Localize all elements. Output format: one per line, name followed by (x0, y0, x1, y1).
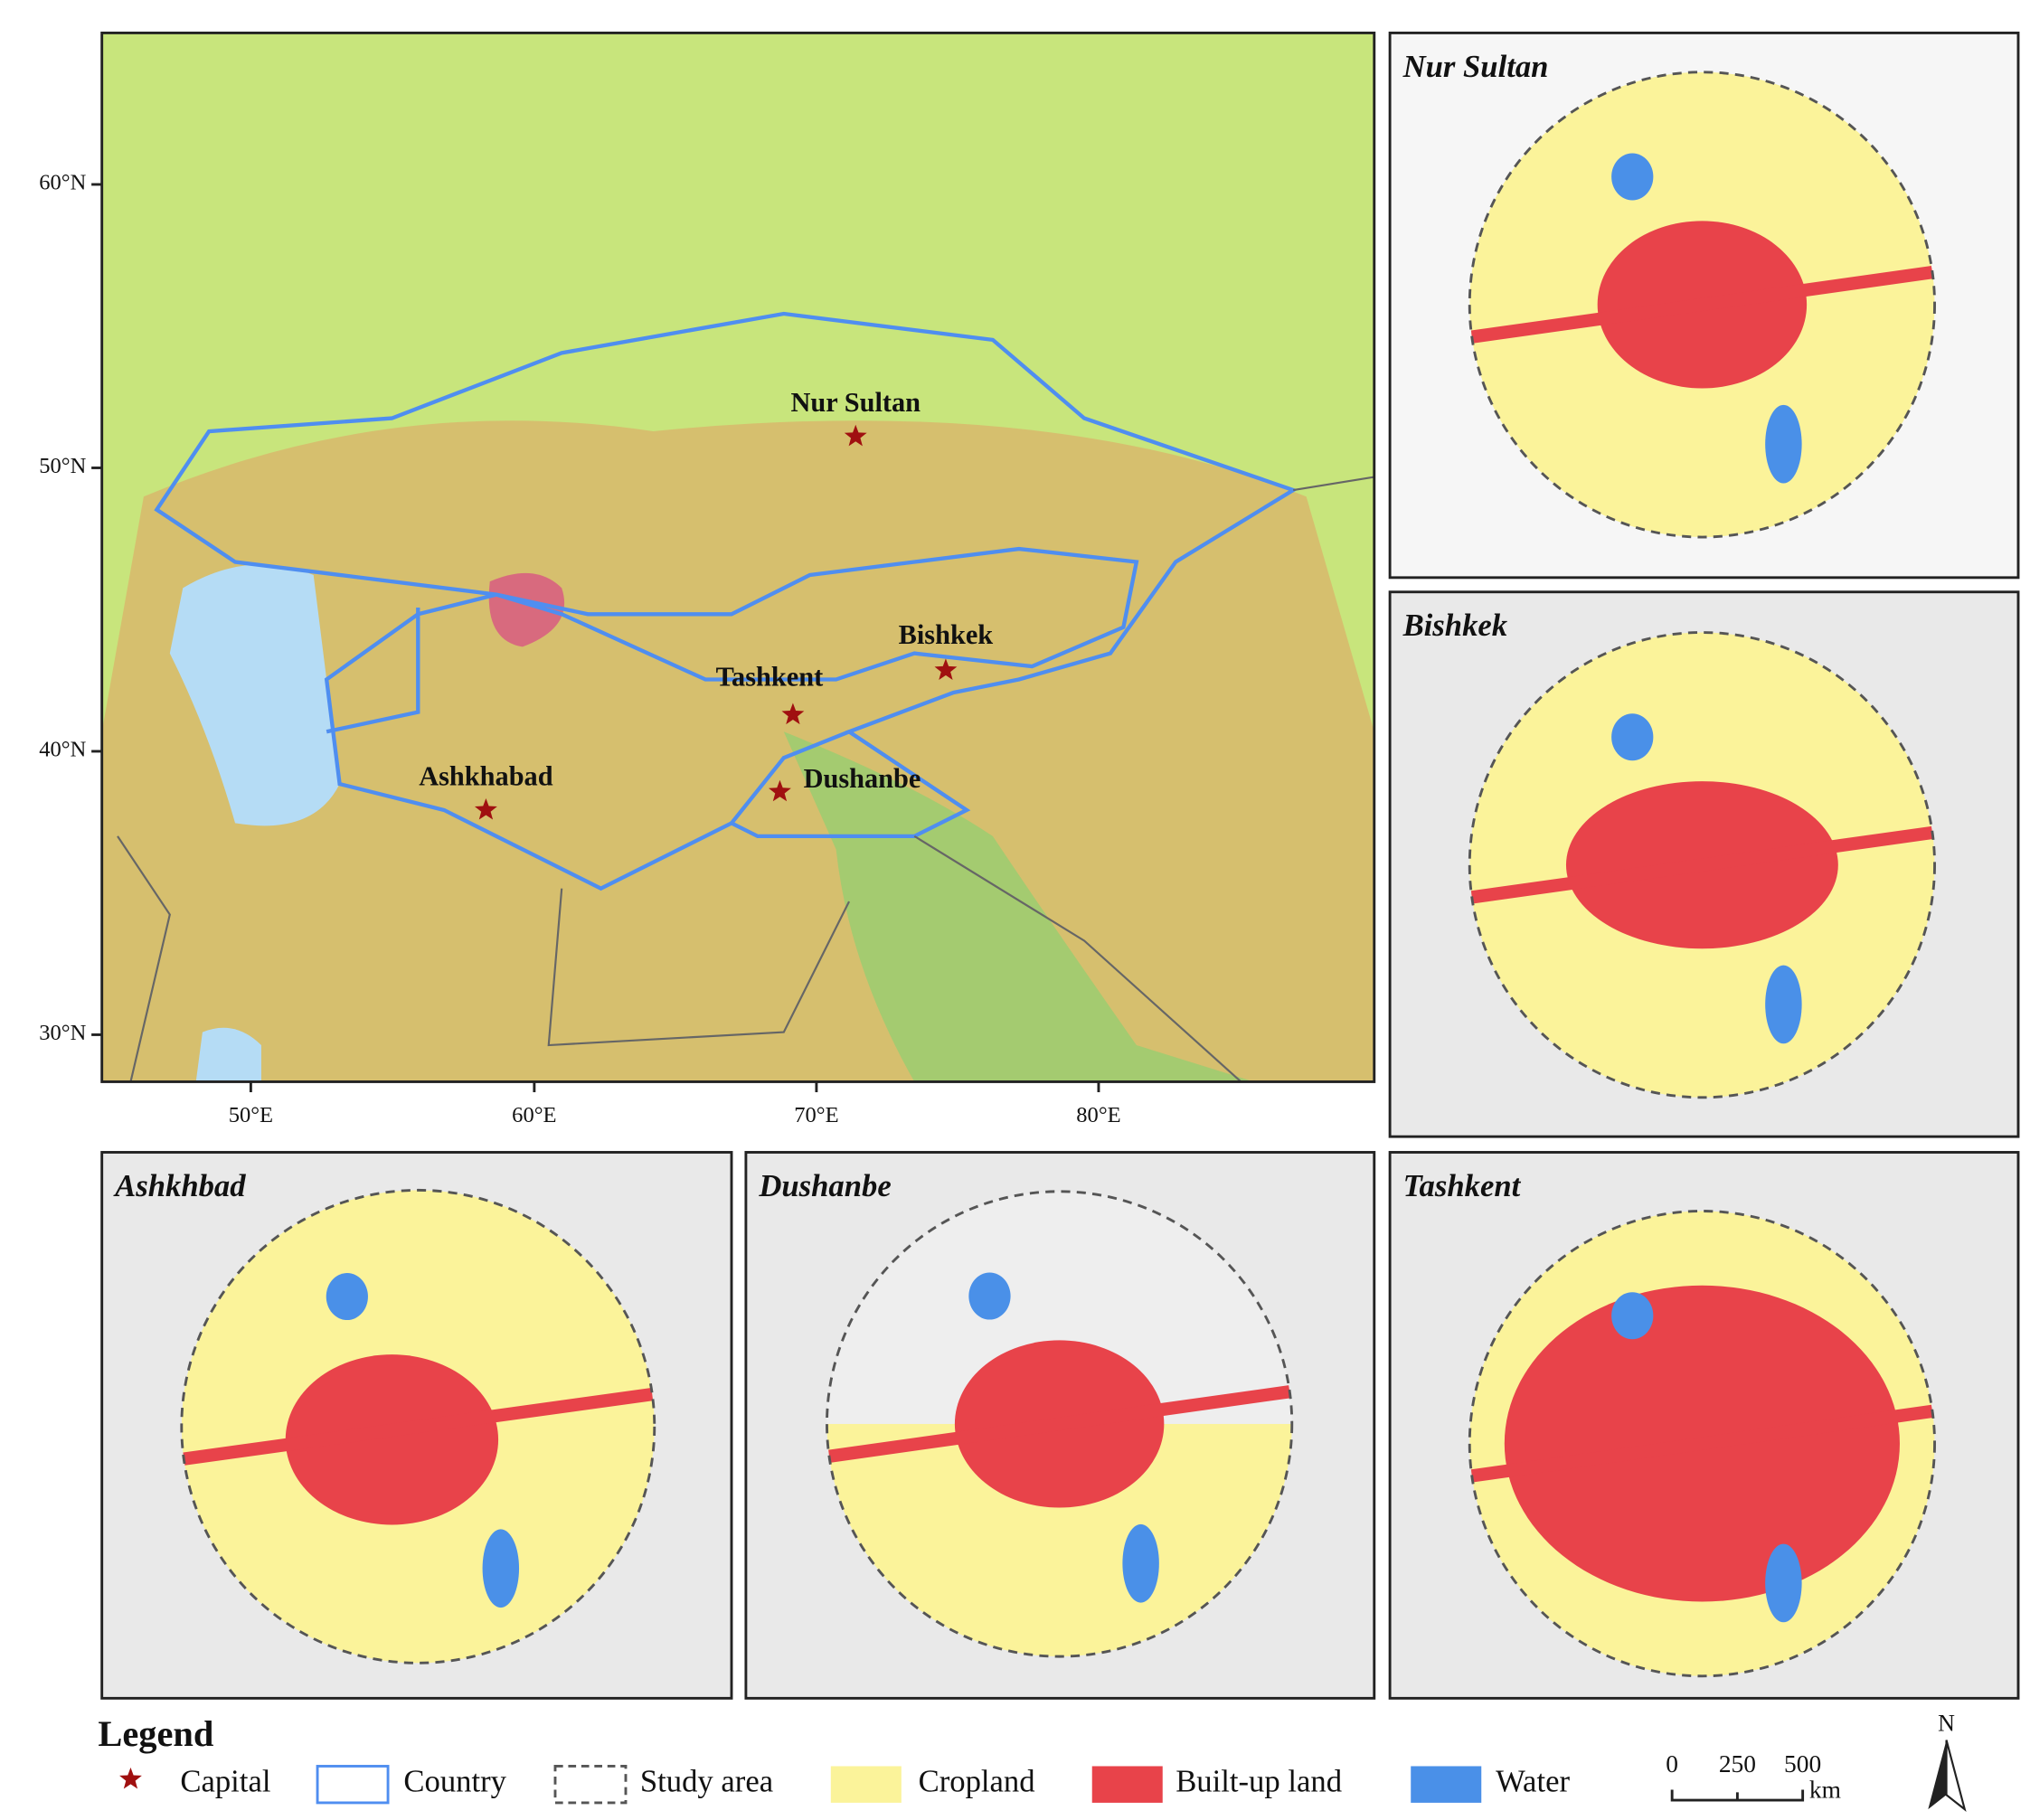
legend-label: Study area (640, 1765, 773, 1799)
lon-label: 80°E (1076, 1103, 1120, 1127)
panel-title: Dushanbe (758, 1169, 891, 1203)
study-area (1468, 631, 1936, 1099)
legend-label: Water (1496, 1765, 1570, 1799)
lat-label: 40°N (39, 738, 86, 762)
water (968, 1272, 1011, 1320)
legend-swatch (316, 1765, 390, 1805)
legend-swatch (1091, 1766, 1163, 1803)
lat-label: 60°N (39, 171, 86, 195)
water (482, 1529, 520, 1608)
capital-star (934, 658, 958, 680)
city-label: Nur Sultan (790, 387, 921, 418)
city-label: Dushanbe (804, 763, 921, 794)
study-area (180, 1188, 656, 1664)
city-label: Ashkhabad (419, 760, 553, 791)
legend-title: Legend (98, 1713, 214, 1754)
water (1122, 1523, 1159, 1603)
legend-label: Built-up land (1176, 1765, 1342, 1799)
city-map (181, 1190, 655, 1664)
panel-title: Tashkent (1403, 1169, 1522, 1203)
city-label: Bishkek (899, 619, 994, 650)
north-arrow (1928, 1740, 1947, 1810)
panel-frame (1388, 590, 2020, 1138)
legend-swatch (553, 1765, 628, 1805)
capital-star (769, 779, 791, 802)
lat-label: 50°N (39, 454, 86, 478)
panel-frame (1388, 1151, 2020, 1700)
built-up (181, 1387, 655, 1466)
capital-star (474, 797, 497, 820)
legend-swatch (830, 1766, 902, 1803)
lon-label: 60°E (512, 1103, 556, 1127)
scale-label: 500 (1784, 1750, 1821, 1778)
scale-label: 0 (1666, 1750, 1678, 1778)
water (1765, 1543, 1802, 1623)
lon-label: 70°E (794, 1103, 838, 1127)
legend-swatch (1411, 1766, 1482, 1803)
main-map (101, 33, 1374, 1082)
water (1611, 153, 1654, 201)
built-up (1469, 825, 1935, 904)
capital-star (781, 703, 805, 725)
built-up (1469, 1404, 1935, 1483)
north-label: N (1938, 1711, 1955, 1737)
city-map (1469, 71, 1935, 538)
study-area (1468, 71, 1936, 539)
panel-title: Ashkhbad (113, 1169, 246, 1203)
study-area (1468, 1210, 1936, 1678)
water (1611, 713, 1654, 761)
panel-frame (100, 1151, 733, 1700)
built-up (826, 1384, 1292, 1464)
built-up (285, 1354, 499, 1525)
north-arrow (1945, 1740, 1967, 1812)
panel-frame (1388, 31, 2020, 580)
legend-star (119, 1767, 142, 1789)
city-map (826, 1191, 1292, 1657)
water (1765, 404, 1802, 484)
water (326, 1273, 368, 1321)
panel-frame (744, 1151, 1376, 1700)
city-map (1469, 1211, 1935, 1676)
legend-label: Cropland (919, 1765, 1035, 1799)
study-area (826, 1190, 1294, 1658)
panel-title: Nur Sultan (1402, 50, 1549, 84)
scale-bar (1670, 1789, 1805, 1802)
capital-star (844, 424, 867, 447)
city-label: Tashkent (716, 661, 824, 692)
water (1611, 1292, 1654, 1340)
scale-unit: km (1809, 1777, 1841, 1804)
built-up (1469, 265, 1935, 344)
legend-label: Capital (180, 1765, 270, 1799)
legend-label: Country (403, 1765, 506, 1799)
water (1765, 965, 1802, 1044)
scale-label: 250 (1719, 1750, 1756, 1778)
lat-label: 30°N (39, 1021, 86, 1045)
lon-label: 50°E (229, 1103, 273, 1127)
panel-title: Bishkek (1402, 608, 1508, 643)
city-map (1469, 632, 1935, 1098)
map-frame (100, 31, 1376, 1083)
